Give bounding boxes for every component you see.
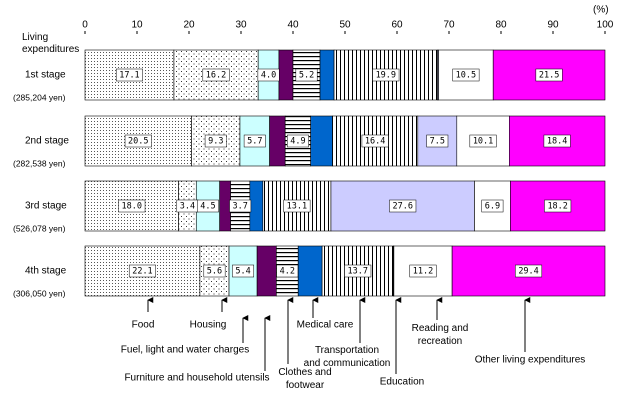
row-label: 3rd stage xyxy=(25,201,67,212)
legend-label: Transportation and communication xyxy=(304,345,391,369)
value-label-bg xyxy=(202,68,230,82)
bar-segment xyxy=(278,49,294,101)
value-label: 21.5 xyxy=(539,71,559,81)
value-label-bg xyxy=(295,68,318,82)
legend-label: Education xyxy=(380,377,424,388)
value-label-bg xyxy=(515,264,543,278)
value-label: 20.5 xyxy=(128,137,148,147)
value-label-bg xyxy=(232,264,255,278)
value-label-bg xyxy=(204,134,227,148)
value-label-bg xyxy=(344,264,372,278)
legend-label: Fuel, light and water charges xyxy=(121,345,249,356)
row-note: (285,204 yen) xyxy=(13,92,66,102)
value-label: 13.7 xyxy=(347,267,367,277)
value-label: 10.5 xyxy=(456,71,476,81)
value-label-bg xyxy=(535,68,563,82)
value-label-bg xyxy=(287,134,309,148)
value-label: 3.4 xyxy=(180,202,195,212)
bar-segment xyxy=(249,180,264,232)
row-label: 1st stage xyxy=(25,70,66,81)
legend-label: Food xyxy=(132,320,155,331)
value-label: 4.2 xyxy=(280,267,295,277)
value-label-bg xyxy=(372,68,400,82)
x-tick-label: 100 xyxy=(597,20,614,31)
row-label: 4th stage xyxy=(25,266,67,277)
legend-label: Medical care xyxy=(297,320,354,331)
legend-label: Housing xyxy=(190,320,227,331)
x-tick-label: 50 xyxy=(339,20,351,31)
value-label-bg xyxy=(203,264,226,278)
value-label: 18.2 xyxy=(547,202,567,212)
value-label-bg xyxy=(128,264,156,278)
value-label: 18.0 xyxy=(122,202,142,212)
value-label-bg xyxy=(481,199,504,213)
value-label-bg xyxy=(118,199,146,213)
value-label-bg xyxy=(409,264,437,278)
x-tick-label: 80 xyxy=(495,20,507,31)
value-label-bg xyxy=(283,199,311,213)
value-label: 10.1 xyxy=(473,137,493,147)
bar-segment xyxy=(297,245,323,297)
bar-segment xyxy=(269,115,286,167)
value-label: 13.1 xyxy=(287,202,307,212)
value-label-bg xyxy=(115,68,143,82)
value-label: 22.1 xyxy=(132,267,152,277)
value-label: 5.2 xyxy=(299,71,314,81)
value-label-bg xyxy=(243,134,266,148)
value-label-bg xyxy=(452,68,480,82)
value-label-bg xyxy=(426,134,449,148)
row-header: Living expenditures xyxy=(22,32,79,55)
value-label: 5.6 xyxy=(207,267,222,277)
x-tick-label: 70 xyxy=(443,20,455,31)
value-label: 4.5 xyxy=(200,202,215,212)
x-tick-label: 60 xyxy=(391,20,403,31)
value-label: 16.2 xyxy=(206,71,226,81)
value-label: 4.0 xyxy=(261,71,276,81)
x-tick-label: 40 xyxy=(287,20,299,31)
value-label-bg xyxy=(469,134,497,148)
x-tick-label: 0 xyxy=(82,20,88,31)
value-label: 7.5 xyxy=(430,137,445,147)
unit-label: (%) xyxy=(593,5,609,16)
value-label: 5.4 xyxy=(235,267,250,277)
bar-segment xyxy=(219,180,231,232)
value-label-bg xyxy=(543,134,571,148)
legend-label: Clothes and footwear xyxy=(278,367,331,391)
value-label-bg xyxy=(257,68,280,82)
value-label-bg xyxy=(361,134,389,148)
value-label-bg xyxy=(389,199,417,213)
value-label: 29.4 xyxy=(518,267,538,277)
value-label: 16.4 xyxy=(365,137,385,147)
bar-segment xyxy=(319,49,335,101)
value-label: 11.2 xyxy=(413,267,433,277)
value-label: 5.7 xyxy=(247,137,262,147)
x-tick-label: 90 xyxy=(547,20,559,31)
row-label: 2nd stage xyxy=(25,136,69,147)
value-label: 19.9 xyxy=(376,71,396,81)
x-tick-label: 10 xyxy=(131,20,143,31)
value-label: 18.4 xyxy=(547,137,567,147)
legend-label: Reading and recreation xyxy=(412,323,469,347)
row-note: (526,078 yen) xyxy=(13,223,66,233)
value-label: 6.9 xyxy=(485,202,500,212)
value-label: 9.3 xyxy=(208,137,223,147)
value-label: 17.1 xyxy=(119,71,139,81)
value-label: 3.7 xyxy=(233,202,248,212)
legend-label: Furniture and household utensils xyxy=(124,373,269,384)
x-tick-label: 20 xyxy=(183,20,195,31)
value-label-bg xyxy=(544,199,572,213)
value-label: 4.9 xyxy=(290,137,305,147)
value-label-bg xyxy=(276,264,299,278)
row-note: (306,050 yen) xyxy=(13,288,66,298)
value-label-bg xyxy=(197,199,219,213)
value-label: 27.6 xyxy=(392,202,412,212)
value-label-bg xyxy=(124,134,152,148)
row-note: (282,538 yen) xyxy=(13,158,66,168)
legend-label: Other living expenditures xyxy=(475,355,586,366)
value-label-bg xyxy=(229,199,252,213)
bar-segment xyxy=(310,115,333,167)
x-tick-label: 30 xyxy=(235,20,247,31)
bar-segment xyxy=(256,245,277,297)
